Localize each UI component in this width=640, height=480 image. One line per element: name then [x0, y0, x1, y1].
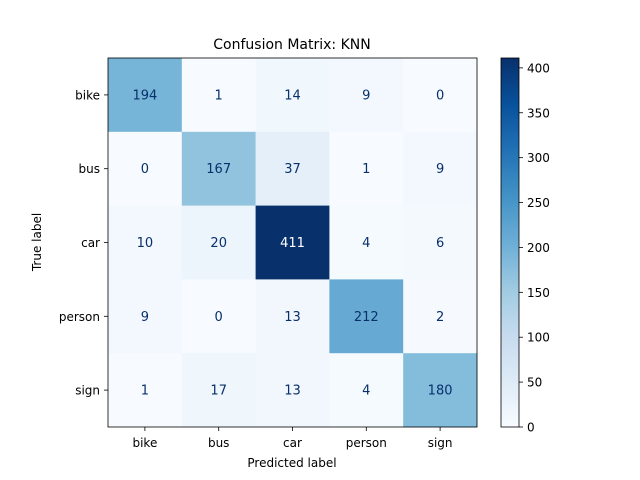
heatmap-cell [108, 353, 183, 428]
heatmap-cell [108, 279, 183, 354]
cell-value-label: 0 [141, 162, 149, 177]
y-tick-label: bus [79, 162, 100, 176]
cell-value-label: 180 [428, 384, 453, 399]
cell-value-label: 6 [436, 236, 444, 251]
cell-value-label: 0 [436, 88, 444, 103]
heatmap-cells [108, 58, 478, 428]
chart-title: Confusion Matrix: KNN [213, 37, 370, 53]
heatmap-cell [255, 131, 330, 206]
colorbar-tick-label: 100 [527, 331, 550, 345]
x-tick-label: person [346, 436, 387, 450]
heatmap-cell [108, 58, 183, 133]
cell-value-label: 9 [141, 310, 149, 325]
colorbar-frame [500, 57, 520, 428]
heatmap-cell [329, 205, 404, 280]
y-axis-label: True label [30, 213, 44, 272]
cell-value-label: 4 [362, 384, 370, 399]
cell-value-label: 20 [210, 236, 227, 251]
heatmap-cell [255, 205, 330, 280]
heatmap-cell [403, 131, 478, 206]
x-tick-label: bus [208, 436, 229, 450]
colorbar-tick-label: 50 [527, 376, 542, 390]
heatmap-cell-labels: 194 1 14 9 00 167 37 1 910 20 411 4 69 0 13 212 21 17 13 4 1… [132, 88, 452, 398]
cell-value-label: 411 [280, 236, 305, 251]
heatmap-cell [181, 205, 256, 280]
cell-value-label: 10 [137, 236, 154, 251]
y-tick-label: bike [75, 88, 100, 102]
colorbar-tick-label: 150 [527, 286, 550, 300]
cell-value-label: 37 [284, 162, 301, 177]
heatmap-cell [108, 205, 183, 280]
cell-value-label: 1 [362, 162, 370, 177]
heatmap-cell [108, 131, 183, 206]
y-axis-ticks: bike bus car person sign [59, 88, 108, 398]
cell-value-label: 9 [362, 88, 370, 103]
heatmap-cell [403, 58, 478, 133]
heatmap-cell [329, 279, 404, 354]
x-axis-ticks: bike bus car person sign [132, 427, 453, 450]
cell-value-label: 14 [284, 88, 301, 103]
heatmap-cell [329, 58, 404, 133]
colorbar-tick-label: 350 [527, 106, 550, 120]
cell-value-label: 167 [206, 162, 231, 177]
colorbar-tick-label: 300 [527, 151, 550, 165]
colorbar-tick-label: 0 [527, 421, 535, 435]
colorbar-ticks: 0 50 100 150 200 250 300 350 400 [519, 61, 550, 435]
heatmap-cell [403, 205, 478, 280]
x-tick-label: bike [132, 436, 157, 450]
cell-value-label: 13 [284, 384, 301, 399]
cell-value-label: 9 [436, 162, 444, 177]
colorbar-tick-label: 400 [527, 61, 550, 75]
heatmap-cell [255, 279, 330, 354]
cell-value-label: 1 [215, 88, 223, 103]
x-tick-label: sign [428, 436, 453, 450]
cell-value-label: 0 [215, 310, 223, 325]
y-tick-label: car [81, 236, 100, 250]
colorbar-tick-label: 250 [527, 196, 550, 210]
heatmap-cell [329, 353, 404, 428]
x-tick-label: car [283, 436, 302, 450]
cell-value-label: 1 [141, 384, 149, 399]
cell-value-label: 212 [354, 310, 379, 325]
cell-value-label: 13 [284, 310, 301, 325]
heatmap-cell [181, 353, 256, 428]
cell-value-label: 17 [210, 384, 227, 399]
heatmap-cell [181, 279, 256, 354]
heatmap-cell [181, 131, 256, 206]
y-tick-label: sign [75, 384, 100, 398]
colorbar-tick-label: 200 [527, 241, 550, 255]
colorbar [501, 58, 519, 427]
cell-value-label: 194 [132, 88, 157, 103]
heatmap-cell [255, 58, 330, 133]
y-tick-label: person [59, 310, 100, 324]
cell-value-label: 2 [436, 310, 444, 325]
heatmap-cell [403, 353, 478, 428]
heatmap-cell [255, 353, 330, 428]
x-axis-label: Predicted label [247, 456, 336, 470]
heatmap-cell [329, 131, 404, 206]
heatmap-cell [181, 58, 256, 133]
cell-value-label: 4 [362, 236, 370, 251]
heatmap-cell [403, 279, 478, 354]
